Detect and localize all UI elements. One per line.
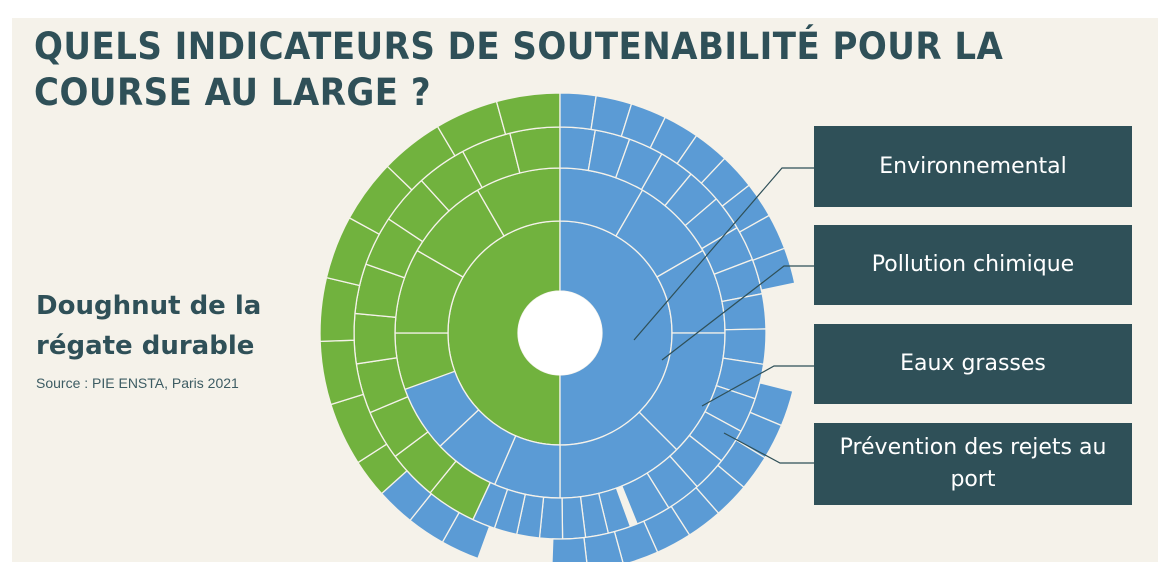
doughnut-center-hole (518, 291, 602, 375)
doughnut-diagram (319, 92, 814, 562)
label-box-environmental: Environnemental (814, 126, 1132, 207)
connector-line-pollution-chimique (661, 265, 814, 361)
connector-line-prevention-rejets (723, 432, 814, 464)
slide-background: QUELS INDICATEURS DE SOUTENABILITÉ POUR … (12, 18, 1158, 562)
doughnut-segment-environmental-ring4 (559, 92, 597, 131)
connector-line-eaux-grasses (701, 365, 814, 407)
label-box-pollution-chimique: Pollution chimique (814, 225, 1132, 305)
doughnut-segment-social-ring4 (319, 276, 361, 343)
page-title: QUELS INDICATEURS DE SOUTENABILITÉ POUR … (34, 25, 1004, 114)
source-note: Source : PIE ENSTA, Paris 2021 (36, 375, 239, 391)
doughnut-segment-social-ring3 (353, 312, 398, 365)
label-box-prevention-rejets: Prévention des rejets au port (814, 423, 1132, 505)
doughnut-segment-environmental-ring4 (551, 536, 588, 562)
doughnut-segment-environmental-ring4 (380, 469, 433, 522)
label-box-eaux-grasses: Eaux grasses (814, 324, 1132, 404)
connector-line-environmental (633, 167, 814, 341)
diagram-subtitle: Doughnut de la régate durable (36, 291, 262, 361)
doughnut-segment-environmental-ring4 (751, 247, 796, 291)
